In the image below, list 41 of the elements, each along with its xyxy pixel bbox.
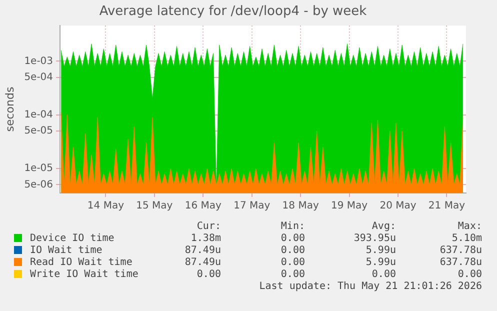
y-axis-title: seconds xyxy=(3,86,16,132)
text: 0.00 xyxy=(456,268,482,280)
x-tick-label: 20 May xyxy=(380,200,416,212)
x-tick-label: 18 May xyxy=(282,200,319,212)
text: 637.78u xyxy=(438,256,482,268)
text: 0.00 xyxy=(280,268,305,280)
text: 87.49u xyxy=(184,244,221,256)
y-tick-label: 5e-05 xyxy=(24,126,54,137)
legend-label: Read IO Wait time xyxy=(29,256,134,268)
text: 0.00 xyxy=(370,268,396,280)
text: 393.95u xyxy=(352,232,396,244)
legend-label: Device IO time xyxy=(29,232,116,244)
text: 5.99u xyxy=(364,256,396,268)
text: 5.10m xyxy=(450,232,482,244)
x-tick-label: 21 May xyxy=(428,200,466,212)
text: 0.00 xyxy=(196,268,221,280)
text: 0.00 xyxy=(280,244,305,256)
x-tick-label: 16 May xyxy=(184,200,222,212)
text: 87.49u xyxy=(184,256,221,268)
y-tick-label: 5e-06 xyxy=(24,179,54,190)
text: Cur: xyxy=(196,220,221,232)
text: Last update: Thu May 21 21:01:26 2026 xyxy=(259,281,482,292)
y-tick-label: 1e-03 xyxy=(24,56,54,67)
x-tick-label: 19 May xyxy=(331,200,368,212)
x-tick-label: 15 May xyxy=(136,200,173,212)
text: 1.38m xyxy=(190,232,221,244)
x-tick-label: 14 May xyxy=(87,200,124,212)
text: 637.78u xyxy=(438,244,482,256)
text: Max: xyxy=(456,220,482,232)
text: 0.00 xyxy=(280,256,305,268)
text: 0.00 xyxy=(280,232,305,244)
chart-title: Average latency for /dev/loop4 - by week xyxy=(99,4,368,20)
legend-label: Write IO Wait time xyxy=(29,268,140,280)
text: 5.99u xyxy=(364,244,396,256)
y-tick-label: 5e-04 xyxy=(24,72,54,83)
legend-label: IO Wait time xyxy=(29,244,104,256)
y-tick-label: 1e-05 xyxy=(24,163,54,174)
x-tick-label: 17 May xyxy=(234,200,270,212)
text: Avg: xyxy=(370,220,396,232)
y-tick-label: 1e-04 xyxy=(24,109,54,120)
text: Min: xyxy=(280,220,305,232)
